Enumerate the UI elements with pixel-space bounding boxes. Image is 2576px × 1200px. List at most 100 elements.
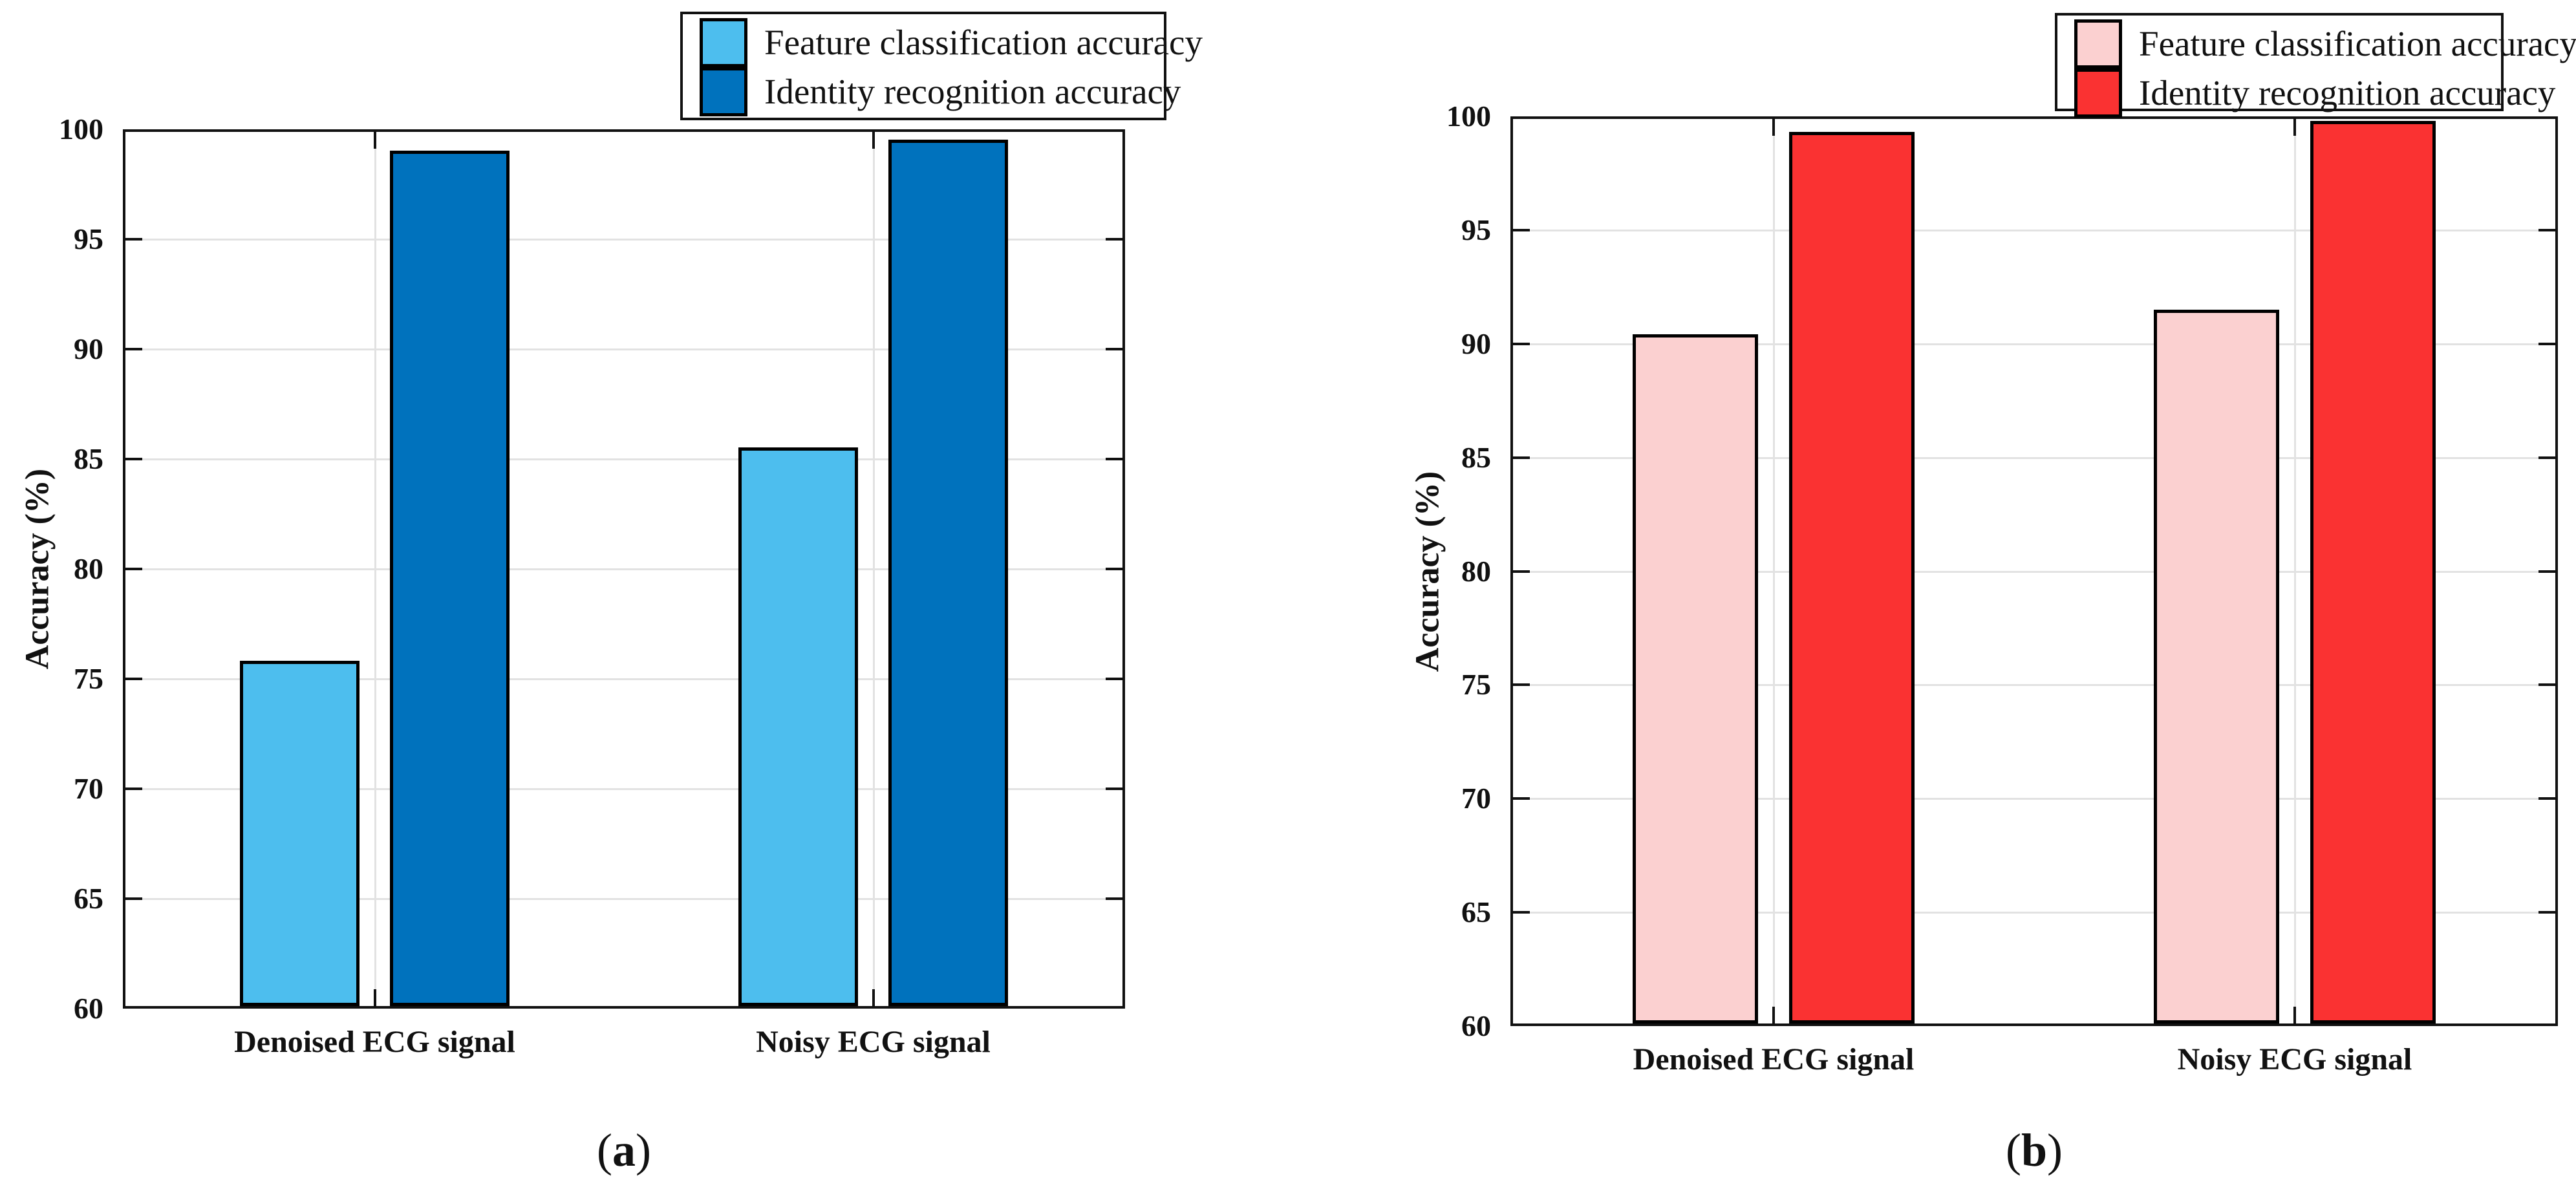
ytick-mark-right-85 <box>1106 458 1122 460</box>
gridline-y-75 <box>125 678 1122 680</box>
xcat-label-noisy-ecg-signal: Noisy ECG signal <box>756 1025 991 1059</box>
ytick-label-95: 95 <box>74 222 103 255</box>
subfigure-caption-a: (a) <box>597 1124 651 1176</box>
gridline-x-category-2 <box>2294 119 2296 1023</box>
ytick-mark-left-85 <box>125 458 142 460</box>
ytick-mark-left-70 <box>125 788 142 790</box>
gridline-x-category-1 <box>1773 119 1775 1023</box>
ytick-mark-right-70 <box>2538 797 2555 800</box>
ytick-mark-right-85 <box>2538 456 2555 459</box>
ytick-label-70: 70 <box>74 772 103 805</box>
xtick-mark-top-2 <box>2293 119 2296 136</box>
plot-area-b <box>1510 116 2558 1026</box>
ytick-label-95: 95 <box>1461 213 1491 246</box>
ytick-label-100: 100 <box>59 112 103 145</box>
xtick-mark-bottom-1 <box>373 989 376 1006</box>
ytick-mark-left-75 <box>125 678 142 680</box>
legend-item-feature-classification-accuracy: Feature classification accuracy <box>2074 19 2576 69</box>
ytick-label-60: 60 <box>74 992 103 1025</box>
ytick-mark-right-70 <box>1106 788 1122 790</box>
legend-swatch-identity-recognition-accuracy <box>700 67 747 116</box>
ytick-mark-right-90 <box>2538 342 2555 345</box>
legend-swatch-feature-classification-accuracy <box>2074 19 2122 69</box>
gridline-y-65 <box>125 898 1122 900</box>
gridline-y-95 <box>1513 229 2555 231</box>
xtick-mark-bottom-2 <box>872 989 875 1006</box>
ytick-label-75: 75 <box>74 662 103 695</box>
gridline-y-90 <box>1513 343 2555 345</box>
bar-feature-classification-accuracy-noisy-ecg-signal <box>2154 309 2279 1023</box>
ytick-label-85: 85 <box>74 442 103 475</box>
bar-identity-recognition-accuracy-denoised-ecg-signal <box>1789 132 1915 1023</box>
legend-swatch-feature-classification-accuracy <box>700 18 747 67</box>
legend-b: Feature classification accuracy Identity … <box>2055 13 2576 118</box>
ytick-label-60: 60 <box>1461 1009 1491 1042</box>
ytick-label-75: 75 <box>1461 668 1491 702</box>
ytick-mark-right-80 <box>1106 568 1122 570</box>
y-axis-label-a: Accuracy (%) <box>19 468 56 670</box>
xtick-mark-bottom-2 <box>2293 1007 2296 1023</box>
ytick-label-90: 90 <box>74 332 103 365</box>
ytick-label-80: 80 <box>1461 554 1491 588</box>
legend-item-identity-recognition-accuracy: Identity recognition accuracy <box>700 67 1181 116</box>
gridline-y-70 <box>1513 798 2555 800</box>
ytick-label-70: 70 <box>1461 782 1491 815</box>
ytick-mark-left-85 <box>1513 456 1530 459</box>
ytick-mark-right-65 <box>2538 911 2555 914</box>
ytick-mark-right-80 <box>2538 570 2555 573</box>
gridline-y-90 <box>125 348 1122 350</box>
gridline-y-75 <box>1513 684 2555 687</box>
ytick-mark-right-75 <box>1106 678 1122 680</box>
ytick-mark-right-95 <box>2538 228 2555 231</box>
xcat-label-noisy-ecg-signal: Noisy ECG signal <box>2177 1042 2412 1077</box>
xcat-label-denoised-ecg-signal: Denoised ECG signal <box>234 1025 515 1059</box>
gridline-y-65 <box>1513 912 2555 914</box>
ytick-mark-right-75 <box>2538 683 2555 687</box>
legend-item-identity-recognition-accuracy: Identity recognition accuracy <box>2074 69 2555 118</box>
gridline-y-70 <box>125 788 1122 790</box>
legend-item-feature-classification-accuracy: Feature classification accuracy <box>700 18 1203 67</box>
bar-identity-recognition-accuracy-denoised-ecg-signal <box>389 151 510 1006</box>
ytick-mark-left-75 <box>1513 683 1530 687</box>
ytick-mark-right-90 <box>1106 348 1122 350</box>
gridline-x-category-1 <box>374 132 376 1006</box>
gridline-x-category-2 <box>872 132 875 1006</box>
ytick-label-80: 80 <box>74 552 103 585</box>
gridline-y-85 <box>1513 456 2555 459</box>
bar-identity-recognition-accuracy-noisy-ecg-signal <box>2310 120 2436 1023</box>
legend-label-identity-recognition-accuracy: Identity recognition accuracy <box>2139 73 2556 112</box>
legend-label-feature-classification-accuracy: Feature classification accuracy <box>2139 24 2576 63</box>
gridline-y-80 <box>1513 570 2555 573</box>
legend-label-feature-classification-accuracy: Feature classification accuracy <box>764 23 1203 62</box>
ytick-label-85: 85 <box>1461 440 1491 474</box>
ytick-mark-left-80 <box>1513 570 1530 573</box>
ytick-label-100: 100 <box>1446 100 1491 133</box>
ytick-mark-left-90 <box>1513 342 1530 345</box>
bar-feature-classification-accuracy-denoised-ecg-signal <box>1633 334 1758 1023</box>
ytick-mark-right-65 <box>1106 897 1122 900</box>
gridline-y-80 <box>125 568 1122 570</box>
legend-a: Feature classification accuracy Identity … <box>680 12 1203 120</box>
ytick-mark-left-95 <box>1513 228 1530 231</box>
bar-feature-classification-accuracy-denoised-ecg-signal <box>240 661 360 1006</box>
xtick-mark-bottom-1 <box>1772 1007 1775 1023</box>
bar-identity-recognition-accuracy-noisy-ecg-signal <box>888 140 1008 1006</box>
legend-label-identity-recognition-accuracy: Identity recognition accuracy <box>764 72 1181 111</box>
plot-area-a <box>123 129 1125 1009</box>
ytick-mark-left-70 <box>1513 797 1530 800</box>
y-axis-label-b: Accuracy (%) <box>1409 471 1446 672</box>
ytick-mark-left-95 <box>125 238 142 241</box>
ytick-label-90: 90 <box>1461 327 1491 360</box>
ytick-label-65: 65 <box>1461 895 1491 929</box>
ytick-mark-left-90 <box>125 348 142 350</box>
ytick-label-65: 65 <box>74 882 103 915</box>
ytick-mark-left-80 <box>125 568 142 570</box>
gridline-y-85 <box>125 458 1122 460</box>
xtick-mark-top-2 <box>872 132 875 149</box>
xtick-mark-top-1 <box>1772 119 1775 136</box>
legend-swatch-identity-recognition-accuracy <box>2074 69 2122 118</box>
xtick-mark-top-1 <box>373 132 376 149</box>
ytick-mark-right-95 <box>1106 238 1122 241</box>
ytick-mark-left-65 <box>125 897 142 900</box>
